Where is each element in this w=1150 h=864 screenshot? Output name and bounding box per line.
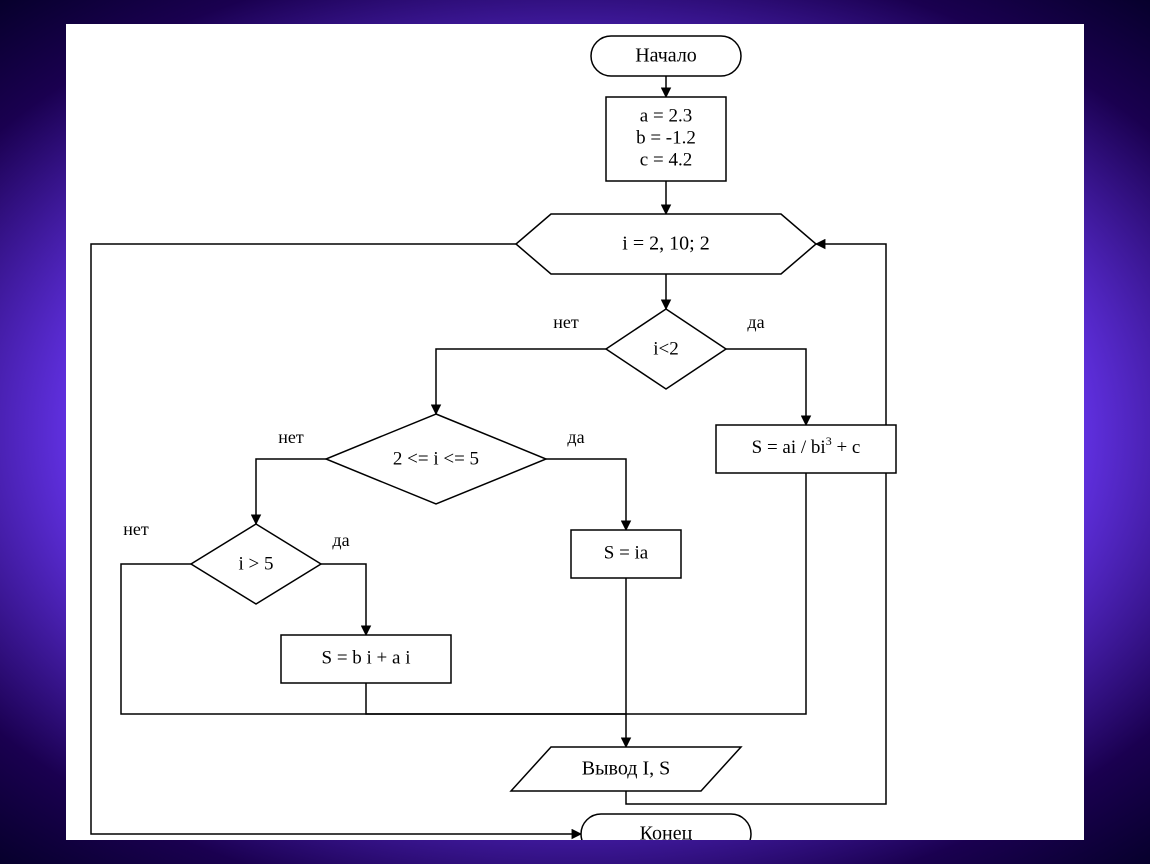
loop-text: i = 2, 10; 2 xyxy=(622,233,709,255)
node-out: Вывод I, S xyxy=(511,747,741,791)
node-end: Конец xyxy=(581,814,751,840)
node-p3: S = b i + a i xyxy=(281,635,451,683)
edge-p3-down xyxy=(366,683,626,714)
init-text: a = 2.3 xyxy=(640,105,692,126)
p3-text: S = b i + a i xyxy=(322,647,411,668)
edge-d1-yes xyxy=(726,349,806,425)
edge-label: да xyxy=(747,312,764,332)
edge-d2-no xyxy=(256,459,326,524)
d1-text: i<2 xyxy=(653,338,679,359)
flowchart-canvas: Начало a = 2.3b = -1.2c = 4.2 i = 2, 10; 2… xyxy=(66,24,1084,840)
init-text: b = -1.2 xyxy=(636,127,696,148)
node-d2: 2 <= i <= 5 xyxy=(326,414,546,504)
p1-text: S = ai / bi3 + c xyxy=(752,434,861,459)
out-text: Вывод I, S xyxy=(582,758,670,780)
d3-text: i > 5 xyxy=(239,553,274,574)
edge-label: да xyxy=(567,427,584,447)
node-d3: i > 5 xyxy=(191,524,321,604)
edge-label: да xyxy=(332,530,349,550)
edge-d3-yes xyxy=(321,564,366,635)
node-loop: i = 2, 10; 2 xyxy=(516,214,816,274)
edge-d1-no xyxy=(436,349,606,414)
flowchart-svg: Начало a = 2.3b = -1.2c = 4.2 i = 2, 10; 2… xyxy=(66,24,1084,840)
end-text: Конец xyxy=(640,823,693,840)
p2-text: S = ia xyxy=(604,542,649,563)
edge-p1-down xyxy=(626,473,806,714)
edge-label: нет xyxy=(553,312,579,332)
node-p1: S = ai / bi3 + c xyxy=(716,425,896,473)
edge-label: нет xyxy=(123,519,149,539)
start-text: Начало xyxy=(635,45,697,67)
d2-text: 2 <= i <= 5 xyxy=(393,448,479,469)
init-text: c = 4.2 xyxy=(640,149,692,170)
node-start: Начало xyxy=(591,36,741,76)
edge-label: нет xyxy=(278,427,304,447)
edge-d2-yes xyxy=(546,459,626,530)
node-init: a = 2.3b = -1.2c = 4.2 xyxy=(606,97,726,181)
node-d1: i<2 xyxy=(606,309,726,389)
node-p2: S = ia xyxy=(571,530,681,578)
